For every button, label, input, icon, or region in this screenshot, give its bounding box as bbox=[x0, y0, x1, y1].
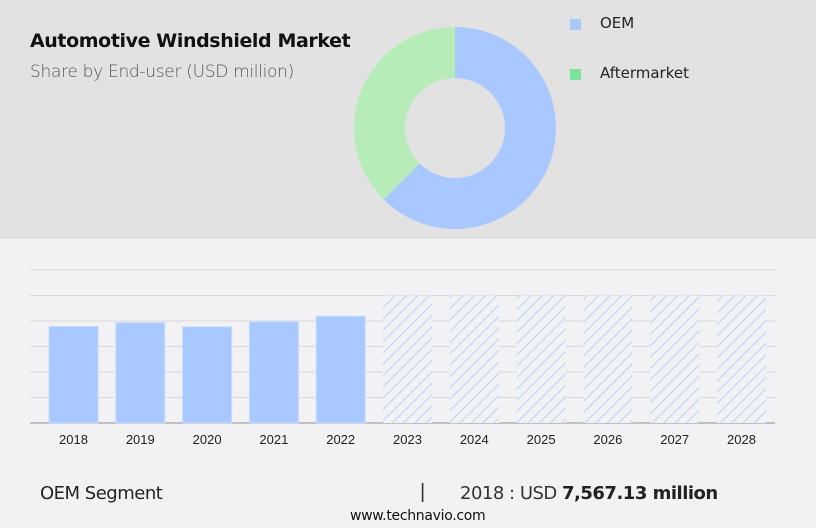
forecast-bar-2027 bbox=[650, 295, 700, 423]
header-panel: Automotive Windshield Market Share by En… bbox=[0, 0, 816, 239]
footer-separator: | bbox=[420, 481, 426, 503]
bar-2018 bbox=[48, 326, 99, 424]
legend-label-oem: OEM bbox=[600, 14, 635, 32]
segment-value-amount: 7,567.13 million bbox=[562, 483, 718, 504]
segment-label: OEM Segment bbox=[40, 483, 163, 504]
x-axis-label: 2021 bbox=[259, 432, 289, 447]
x-axis-label: 2025 bbox=[526, 432, 556, 447]
chart-title: Automotive Windshield Market bbox=[30, 30, 351, 52]
donut-slice-oem bbox=[383, 27, 556, 229]
segment-value-prefix: 2018 : USD bbox=[460, 483, 557, 504]
bar-2020 bbox=[182, 326, 233, 424]
x-axis-label: 2024 bbox=[459, 432, 489, 447]
donut-chart bbox=[354, 27, 556, 229]
chart-subtitle: Share by End-user (USD million) bbox=[30, 62, 294, 82]
bar-2021 bbox=[248, 321, 299, 424]
forecast-bar-2023 bbox=[383, 295, 432, 423]
legend-swatch-aftermarket bbox=[570, 69, 581, 80]
x-axis-label: 2019 bbox=[125, 432, 155, 447]
source-url: www.technavio.com bbox=[350, 508, 486, 524]
donut-slice-aftermarket bbox=[354, 27, 455, 200]
x-axis-label: 2022 bbox=[326, 432, 356, 447]
x-axis-label: 2018 bbox=[59, 432, 88, 447]
forecast-bar-2028 bbox=[717, 295, 766, 423]
bar-2022 bbox=[315, 315, 366, 424]
segment-value: 2018 : USD 7,567.13 million bbox=[460, 483, 718, 504]
bar-2019 bbox=[115, 322, 166, 424]
legend-label-aftermarket: Aftermarket bbox=[600, 64, 689, 82]
forecast-bar-2024 bbox=[449, 295, 499, 423]
x-axis-label: 2020 bbox=[192, 432, 222, 447]
legend-swatch-oem bbox=[570, 19, 581, 30]
forecast-bar-2025 bbox=[516, 295, 566, 423]
x-axis-label: 2023 bbox=[393, 432, 422, 447]
x-axis-label: 2027 bbox=[660, 432, 690, 447]
x-axis-label: 2028 bbox=[727, 432, 756, 447]
x-axis-label: 2026 bbox=[593, 432, 623, 447]
forecast-bar-2026 bbox=[583, 295, 633, 423]
